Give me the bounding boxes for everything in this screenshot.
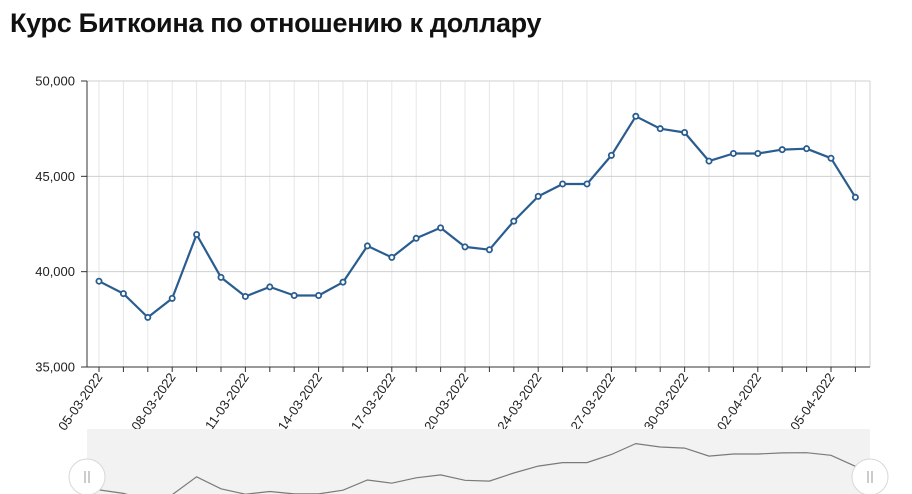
data-point[interactable]	[534, 192, 542, 200]
x-tick-label: 14-03-2022	[275, 370, 325, 433]
data-point[interactable]	[754, 149, 762, 157]
handle-knob[interactable]	[68, 458, 106, 494]
data-point[interactable]	[778, 146, 786, 154]
x-tick-label: 27-03-2022	[567, 370, 617, 433]
data-point[interactable]	[607, 151, 615, 159]
data-point[interactable]	[705, 157, 713, 165]
x-axis: 05-03-2022 08-03-2022 11-03-2022 14-03-2022…	[55, 366, 870, 433]
data-point[interactable]	[851, 193, 859, 201]
data-point[interactable]	[583, 180, 591, 188]
x-tick-label: 20-03-2022	[421, 370, 471, 433]
data-point[interactable]	[437, 224, 445, 232]
data-point[interactable]	[559, 180, 567, 188]
data-point[interactable]	[461, 243, 469, 251]
data-point[interactable]	[485, 246, 493, 254]
series-line	[98, 115, 857, 319]
x-tick-label: 17-03-2022	[348, 370, 398, 433]
data-point[interactable]	[193, 230, 201, 238]
y-tick-label: 40,000	[35, 264, 75, 279]
horizontal-gridlines	[87, 80, 870, 368]
data-point[interactable]	[632, 112, 640, 120]
data-point[interactable]	[339, 278, 347, 286]
x-tick-label: 05-03-2022	[55, 370, 105, 433]
y-tick-label: 35,000	[35, 360, 75, 375]
navigator-series-line	[98, 442, 856, 494]
x-tick-label: 11-03-2022	[202, 370, 252, 432]
data-point[interactable]	[803, 145, 811, 153]
data-point[interactable]	[119, 290, 127, 298]
x-tick-label: 24-03-2022	[494, 370, 544, 433]
data-point[interactable]	[241, 292, 249, 300]
data-point[interactable]	[363, 242, 371, 250]
navigator	[68, 429, 889, 494]
data-point[interactable]	[681, 128, 689, 136]
data-point[interactable]	[290, 291, 298, 299]
data-point[interactable]	[217, 273, 225, 281]
x-tick-label: 30-03-2022	[641, 370, 691, 433]
x-tick-label: 08-03-2022	[128, 370, 178, 433]
navigator-background	[87, 429, 870, 494]
data-point[interactable]	[168, 294, 176, 302]
x-tick-label: 02-04-2022	[714, 370, 764, 433]
data-point[interactable]	[144, 313, 152, 321]
vertical-gridlines	[98, 81, 871, 367]
data-point[interactable]	[315, 291, 323, 299]
y-axis: 35,000 40,000 45,000 50,000	[35, 74, 88, 375]
data-point[interactable]	[510, 217, 518, 225]
data-point[interactable]	[95, 277, 103, 285]
navigator-right-handle[interactable]	[851, 458, 889, 494]
data-point[interactable]	[388, 253, 396, 261]
series-layer	[95, 112, 859, 321]
data-point[interactable]	[656, 125, 664, 133]
chart-title: Курс Биткоина по отношению к доллару	[10, 8, 542, 38]
navigator-left-handle[interactable]	[68, 458, 106, 494]
data-point[interactable]	[729, 149, 737, 157]
y-tick-label: 45,000	[35, 169, 75, 184]
data-point[interactable]	[266, 283, 274, 291]
data-point[interactable]	[827, 154, 835, 162]
handle-knob[interactable]	[851, 458, 889, 494]
y-tick-label: 50,000	[35, 74, 75, 89]
x-tick-label: 05-04-2022	[787, 370, 837, 433]
data-point[interactable]	[412, 234, 420, 242]
